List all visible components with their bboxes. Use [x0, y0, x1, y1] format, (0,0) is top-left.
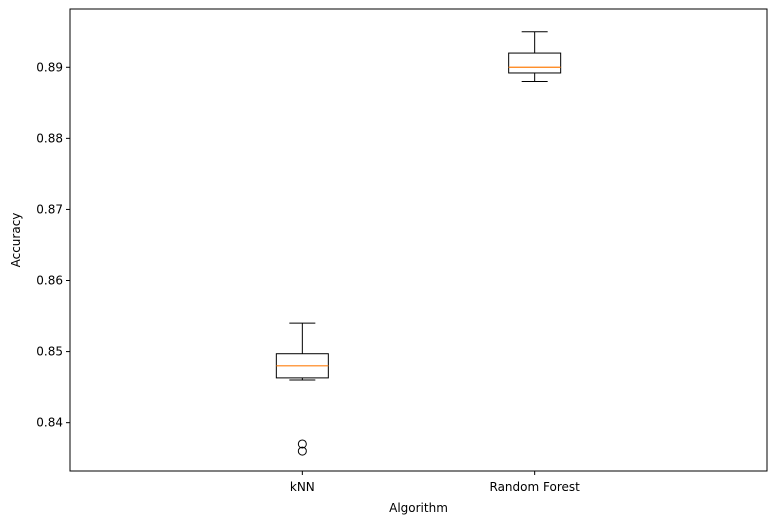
- y-axis-label: Accuracy: [9, 213, 23, 268]
- x-tick-label: Random Forest: [490, 480, 581, 494]
- outlier-point: [297, 446, 307, 456]
- y-tick-label: 0.85: [36, 345, 63, 359]
- y-axis: 0.84 0.85 0.86 0.87 0.88 0.89: [36, 60, 70, 430]
- box-random-forest: [508, 31, 562, 82]
- iqr-box: [508, 52, 562, 74]
- x-axis: kNN Random Forest: [290, 471, 580, 494]
- y-tick-label: 0.86: [36, 274, 63, 288]
- y-tick-label: 0.88: [36, 131, 63, 145]
- y-tick-label: 0.84: [36, 416, 63, 430]
- x-axis-label: Algorithm: [389, 501, 448, 515]
- plot-area: [69, 8, 768, 472]
- y-tick-label: 0.89: [36, 60, 63, 74]
- outlier-point: [297, 439, 307, 449]
- boxes-group: [275, 31, 562, 456]
- box-knn: [275, 322, 329, 456]
- y-tick-label: 0.87: [36, 202, 63, 216]
- x-tick-label: kNN: [290, 480, 315, 494]
